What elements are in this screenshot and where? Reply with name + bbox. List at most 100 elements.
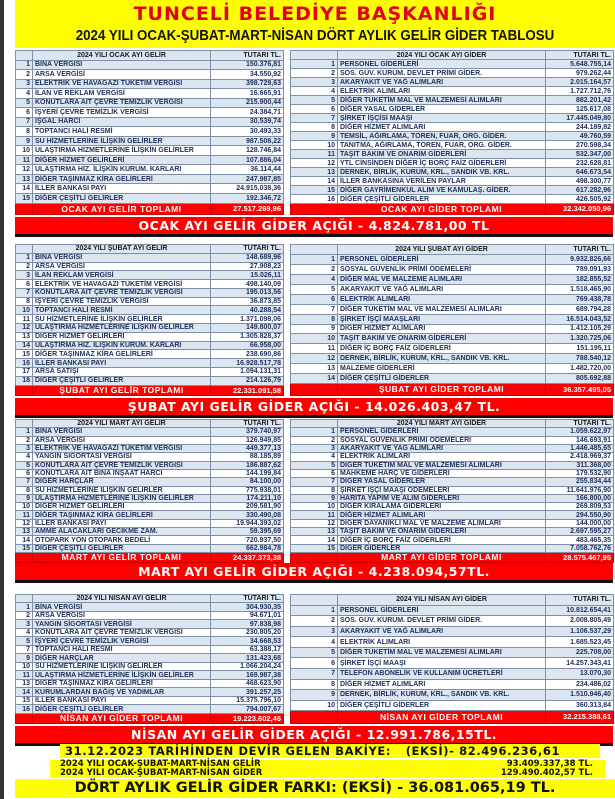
row-label: DİĞER TÜKETİM MAL VE MALZEMESİ ALIMLARI <box>337 460 546 470</box>
row-amount: 1.518.465,90 <box>545 283 614 295</box>
table-row: 6 MAHKEME HARÇ VE GİDERLERİ 179.532,90 <box>290 468 614 479</box>
row-label: DİĞER KİRALAMA GİDERLERİ <box>337 502 546 512</box>
table-row: 8 İŞYERİ ÇEVRE TEMİZLİK VERGİSİ 36.873,85 <box>15 296 284 307</box>
ocak-deficit-bar: OCAK AYI GELİR GİDER AÇIĞI - 4.824.781,0… <box>15 217 613 237</box>
table-row: 9 DERNEK, BİRLİK, KURUM, KRL., SANDIK VB.… <box>290 689 614 701</box>
table-row: 15 DİĞER GAYRİMENKUL ALIM VE KAMULAŞ. GİD… <box>290 185 614 196</box>
no-header <box>15 418 33 429</box>
row-amount: 1.510.946,40 <box>545 689 614 701</box>
row-label: DERNEK, BİRLİK, KURUM, KRL., SANDIK VB. … <box>337 353 546 365</box>
row-amount: 775.938,01 <box>210 485 284 495</box>
row-amount: 131.423,68 <box>210 653 284 663</box>
table-row: 10 DİĞER HİZMET GELİRLERİ 209.581,90 <box>15 502 284 512</box>
row-number: 3 <box>15 270 33 281</box>
total-amount: 28.575.467,95 <box>545 552 614 563</box>
row-amount: 1.106.537,29 <box>545 625 614 638</box>
row-label: DİĞER ÇEŞİTLİ GİDERLER <box>337 373 546 385</box>
row-label: TAŞIT BAKIM VE ONARIM GİDERLERİ <box>337 149 546 160</box>
table-row: 8 TOPTANCI HALİ RESMİ 30.493,33 <box>15 126 284 137</box>
row-number: 13 <box>15 173 33 185</box>
table-row: 14 KURUMLARDAN BAĞIŞ VE YADIMLAR 391.257,2… <box>15 687 284 697</box>
row-number: 16 <box>290 194 338 205</box>
table-row: 7 ŞİRKET İŞÇİSİ MAAŞI 17.445.049,80 <box>290 113 614 124</box>
amount-header: TUTARI TL. <box>545 244 614 255</box>
row-label: DİĞER GAYRİMENKUL ALIM VE KAMULAŞ. GİDER… <box>337 185 546 196</box>
table-row: 14 OTOPARK YÖN OTOPARK BEDELİ 720.937,50 <box>15 535 284 545</box>
row-amount: 144.199,84 <box>210 468 284 479</box>
total-amount: 32.215.388,61 <box>545 710 614 724</box>
expense-summary-value: 129.490.402,57 TL. <box>500 768 593 778</box>
row-label: İŞYERİ ÇEVRE TEMİZLİK VERGİSİ <box>32 636 211 646</box>
row-amount: 255.834,44 <box>545 477 614 487</box>
table-row: 3 YANGIN SİGORTASI VERGİSİ 97.838,98 <box>15 619 284 629</box>
table-row: 11 DİĞER İÇ BORÇ FAİZ GİDERLERİ 151.195,11 <box>290 343 614 355</box>
nisan-deficit-bar: NİSAN AYI GELİR GİDER AÇIĞI - 12.991.786… <box>15 726 613 746</box>
row-number: 10 <box>15 661 33 672</box>
total-spacer <box>290 203 338 215</box>
table-row: 10 TOPTANCI HALİ RESMİ 40.288,54 <box>15 305 284 316</box>
row-number: 2 <box>290 263 338 275</box>
row-amount: 426.505,92 <box>545 194 614 205</box>
row-label: KONUTLARA AİT ÇEVRE TEMİZLİK VERGİSİ <box>32 287 211 298</box>
no-header <box>290 418 338 429</box>
total-label: MART AYI GİDER TOPLAMI <box>337 552 546 563</box>
row-label: ELEKTRİK ALIMLARI <box>337 86 546 97</box>
table-row: 2 SOS. GÜV. KURUM. DEVLET PRİMİ GİDER. 979… <box>290 68 614 79</box>
no-header <box>290 244 338 255</box>
table-row: 5 KONUTLARA AİT ÇEVRE TEMİZLİK VERGİSİ 186… <box>15 460 284 470</box>
table-row: 11 DİĞER HİZMET GELİRLERİ 107.886,04 <box>15 154 284 166</box>
table-row: 9 SU HİZMETLERİNE İLİŞKİN GELİRLER 987.508… <box>15 135 284 147</box>
row-label: ULAŞTIRMA HİZMETLERİNE İLİŞKİN GELİRLER <box>32 145 211 156</box>
row-number: 8 <box>15 126 33 137</box>
row-number: 1 <box>15 602 33 612</box>
row-amount: 107.886,04 <box>210 154 284 166</box>
row-label: YTL CİNSİNDEN DİĞER İÇ BORÇ FAİZ GİDERLE… <box>337 158 546 169</box>
total-row: NİSAN AYI GİDER TOPLAMI 32.215.388,61 <box>290 710 614 724</box>
four-month-difference: DÖRT AYLIK GELİR GİDER FARKI: (EKSİ) - 3… <box>15 779 615 798</box>
subat-deficit-bar: ŞUBAT AYI GELİR GİDER AÇIĞI - 14.026.403… <box>15 398 613 418</box>
row-number: 15 <box>290 185 338 196</box>
row-label: AKARYAKIT VE YAĞ ALIMLARI <box>337 283 546 295</box>
row-number: 1 <box>290 427 338 437</box>
row-label: ULAŞTIRMA HİZ. İLİŞKİN KURUM. KARLARI <box>32 164 211 175</box>
table-row: 13 DERNEK, BİRLİK, KURUM, KRL., SANDIK VB… <box>290 167 614 178</box>
row-amount: 311.368,00 <box>545 460 614 470</box>
row-amount: 182.855,52 <box>545 273 614 285</box>
row-number: 8 <box>15 485 33 495</box>
row-label: DİĞER TÜKETİM MAL VE MALZEMESİ ALIMLARI <box>337 303 546 315</box>
table-row: 11 TAŞIT BAKIM VE ONARIM GİDERLERİ 532.347… <box>290 149 614 160</box>
table-row: 18 DİĞER ÇEŞİTLİ GELİRLER 214.126,79 <box>15 375 284 386</box>
row-amount: 63.388,17 <box>210 644 284 655</box>
row-amount: 1.305.828,37 <box>210 331 284 342</box>
table-row: 4 DİĞER MAL VE MALZEME ALIMLARI 182.855,52 <box>290 273 614 285</box>
row-label: DİĞER ÇEŞİTLİ GELİRLER <box>32 543 211 554</box>
row-amount: 646.673,54 <box>545 167 614 178</box>
page-title: TUNCELİ BELEDİYE BAŞKANLIĞI <box>133 3 497 25</box>
row-amount: 19.944.393,02 <box>210 518 284 529</box>
row-number: 4 <box>290 86 338 97</box>
row-label: DİĞER TAŞINMAZ KİRA GELİRLERİ <box>32 349 211 360</box>
row-amount: 379.740,97 <box>210 427 284 437</box>
row-label: İLLER BANKASI PAYI <box>32 183 211 194</box>
row-label: ELEKTRİK ALIMLARI <box>337 636 546 648</box>
row-label: BİNA VERGİSİ <box>32 602 211 612</box>
row-amount: 7.058.762,76 <box>545 543 614 554</box>
row-number: 7 <box>290 477 338 487</box>
row-amount: 805.692,88 <box>545 373 614 385</box>
row-number: 7 <box>15 644 33 655</box>
table-header: 2024 YILI ŞUBAT AYI GELİR TUTARI TL. <box>15 244 284 254</box>
row-number: 11 <box>15 314 33 325</box>
income-summary-line: 2024 YILI OCAK-ŞUBAT-MART-NİSAN GELİR 93… <box>50 760 605 769</box>
row-number: 8 <box>290 313 338 325</box>
row-label: AMME ALACAKLARI GECİKME ZAM. <box>32 527 211 537</box>
row-label: ELEKTRİK VE HAVAGAZI TÜKETİM VERGİSİ <box>32 78 211 90</box>
table-row: 2 SOSYAL GÜVENLİK PRİMİ ÖDEMELERİ 789.091,… <box>290 263 614 275</box>
row-number: 13 <box>15 678 33 689</box>
row-label: TOPTANCI HALİ RESMİ <box>32 126 211 137</box>
table-row: 16 DİĞER ÇEŞİTLİ GİDERLER 426.505,92 <box>290 194 614 205</box>
mart-deficit-bar: MART AYI GELİR GİDER AÇIĞI - 4.238.094,5… <box>15 563 613 583</box>
row-number: 14 <box>290 176 338 187</box>
row-number: 6 <box>290 104 338 115</box>
row-label: PERSONEL GİDERLERİ <box>337 253 546 265</box>
row-label: DİĞER ÇEŞİTLİ GELİRLER <box>32 704 211 714</box>
